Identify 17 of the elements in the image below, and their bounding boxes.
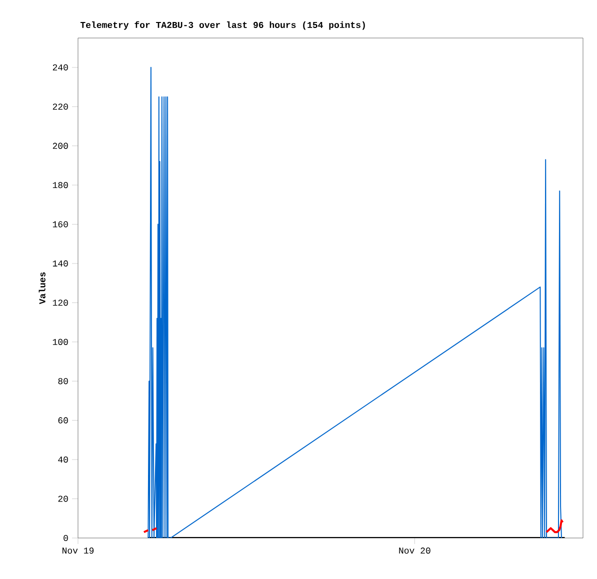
y-tick-label: 0: [64, 534, 68, 542]
y-tick-label: 120: [52, 300, 68, 306]
y-tick-label: 80: [58, 378, 68, 384]
y-axis-title: Values: [38, 272, 46, 304]
y-tick-label: 180: [52, 182, 68, 188]
y-tick-label: 40: [58, 456, 68, 463]
y-tick-label: 140: [52, 260, 68, 267]
y-tick-label: 100: [52, 338, 68, 345]
y-tick-label: 200: [52, 142, 68, 149]
chart-title: Telemetry for TA2BU-3 over last 96 hours (154 points): [80, 21, 365, 30]
y-tick-label: 220: [52, 104, 68, 110]
x-tick-label: Nov 19: [62, 548, 94, 554]
y-tick-label: 240: [52, 64, 68, 70]
y-tick-label: 60: [58, 417, 68, 424]
y-tick-label: 160: [52, 221, 68, 228]
x-tick-label: Nov 20: [399, 548, 430, 554]
y-tick-label: 20: [58, 496, 68, 502]
